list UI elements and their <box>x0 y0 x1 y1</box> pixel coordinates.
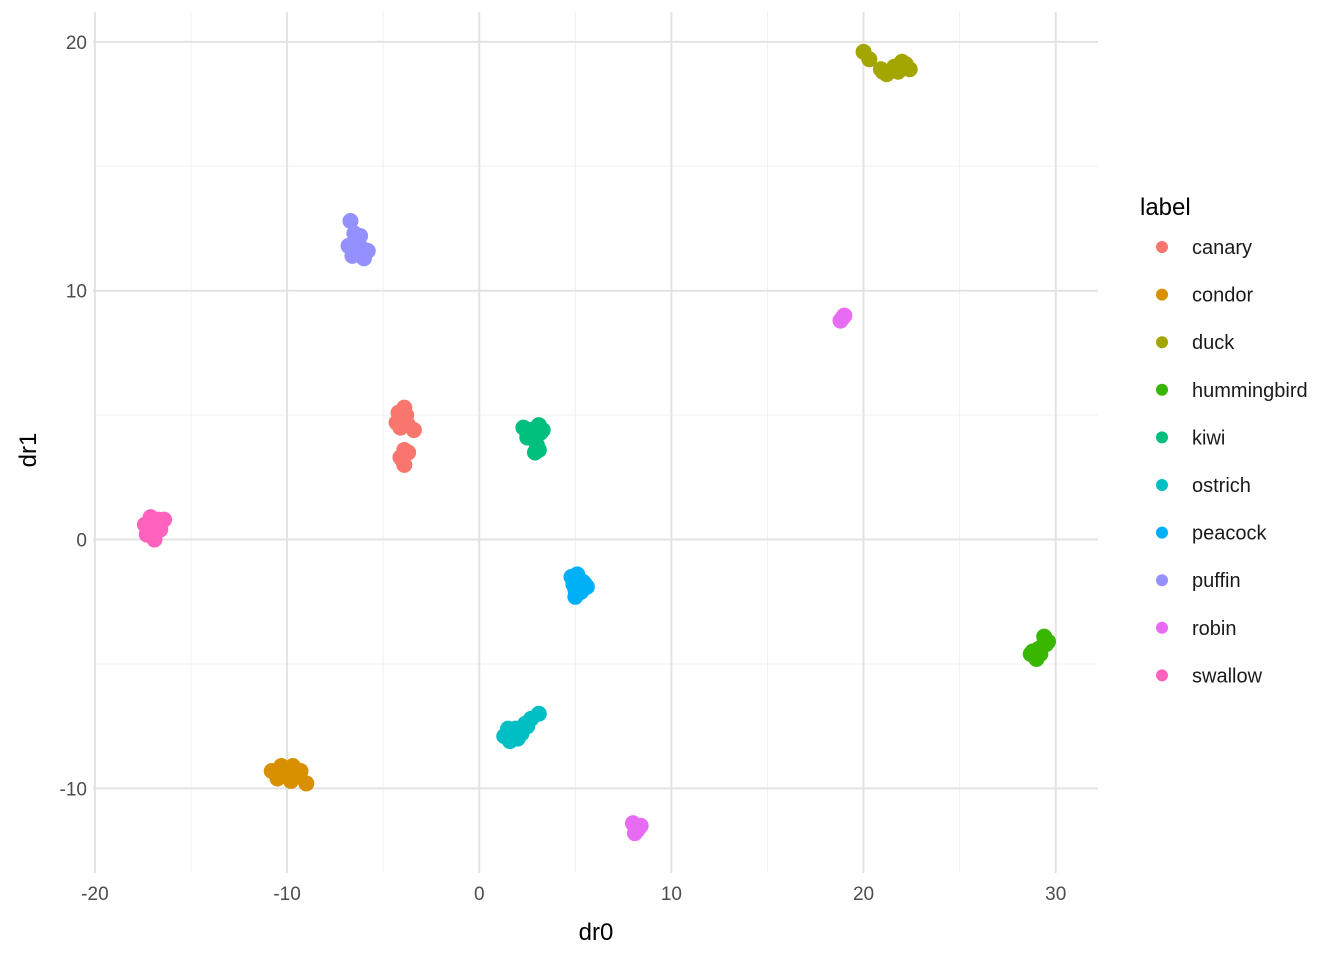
data-point-condor <box>298 775 315 792</box>
legend-key-kiwi <box>1156 431 1168 444</box>
data-point-ostrich <box>500 720 517 737</box>
legend-key-duck <box>1156 336 1168 349</box>
data-point-puffin <box>342 213 359 230</box>
legend-label-peacock: peacock <box>1192 523 1267 545</box>
grid-major <box>93 12 1098 873</box>
data-point-duck <box>874 63 891 80</box>
legend-key-canary <box>1156 241 1168 253</box>
data-point-peacock <box>576 576 593 593</box>
legend-key-peacock <box>1156 526 1168 539</box>
y-tick-label: 20 <box>66 33 87 54</box>
y-axis-title: dr1 <box>15 433 42 468</box>
y-tick-label: -10 <box>60 779 87 800</box>
legend-label-canary: canary <box>1192 237 1252 259</box>
legend-label-swallow: swallow <box>1192 665 1263 687</box>
legend-label-hummingbird: hummingbird <box>1192 380 1308 402</box>
data-point-kiwi <box>532 424 549 441</box>
data-point-canary <box>398 407 415 424</box>
x-axis-title: dr0 <box>579 919 614 946</box>
legend-label-duck: duck <box>1192 332 1235 354</box>
y-tick-label: 0 <box>76 531 87 552</box>
legend-label-condor: condor <box>1192 285 1253 307</box>
data-points <box>136 43 1057 842</box>
y-axis-ticks: -10 0 10 20 <box>60 33 87 801</box>
x-tick-label: -20 <box>81 884 108 905</box>
y-tick-label: 10 <box>66 282 87 303</box>
data-point-canary <box>405 422 422 439</box>
data-point-ostrich <box>519 718 536 735</box>
data-point-condor <box>282 772 299 789</box>
legend-key-ostrich <box>1156 479 1168 491</box>
legend-label-ostrich: ostrich <box>1192 475 1251 497</box>
legend-key-hummingbird <box>1156 383 1168 396</box>
legend-key-robin <box>1156 621 1168 634</box>
data-point-puffin <box>352 227 369 244</box>
data-point-swallow <box>148 514 165 531</box>
x-tick-label: 0 <box>474 884 485 905</box>
x-tick-label: 30 <box>1045 884 1066 905</box>
data-point-robin <box>834 310 851 327</box>
x-axis-ticks: -20 -10 0 10 20 30 <box>81 884 1066 905</box>
legend-label-puffin: puffin <box>1192 570 1241 592</box>
legend-items: canary condor duck hummingbird kiwi ostrich pe… <box>1156 237 1308 687</box>
data-point-hummingbird <box>1032 646 1049 663</box>
x-tick-label: -10 <box>273 884 300 905</box>
legend-title: label <box>1140 194 1191 221</box>
data-point-ostrich <box>509 730 526 747</box>
legend-key-swallow <box>1156 669 1168 682</box>
data-point-duck <box>861 51 878 68</box>
data-point-canary <box>392 419 409 436</box>
legend-label-robin: robin <box>1192 618 1236 640</box>
legend: label canary condor duck hummingbird kiwi ost… <box>1140 194 1308 687</box>
data-point-duck <box>897 56 914 73</box>
data-point-canary <box>400 444 417 461</box>
x-tick-label: 20 <box>853 884 874 905</box>
data-point-ostrich <box>530 705 547 722</box>
data-point-kiwi <box>530 441 547 458</box>
x-tick-label: 10 <box>661 884 682 905</box>
legend-label-kiwi: kiwi <box>1192 427 1225 449</box>
data-point-robin <box>628 822 645 839</box>
grid-minor <box>93 12 1098 873</box>
data-point-peacock <box>567 588 584 605</box>
data-point-puffin <box>344 247 361 264</box>
legend-key-condor <box>1156 288 1168 301</box>
data-point-condor <box>284 757 301 774</box>
legend-key-puffin <box>1156 574 1168 587</box>
